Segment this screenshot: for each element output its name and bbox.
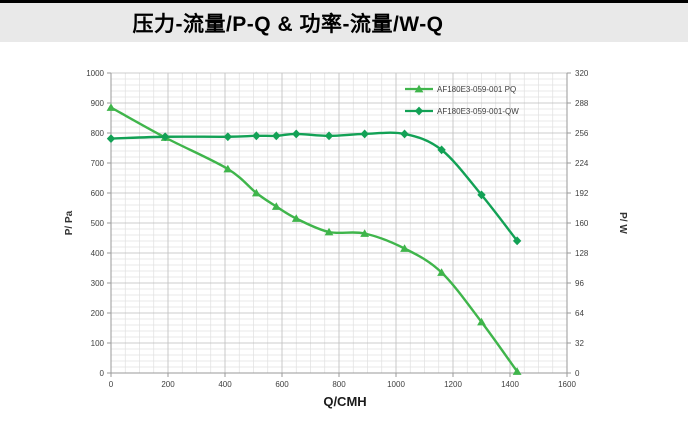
grid-major — [110, 72, 568, 374]
data-point-triangle-marker — [291, 214, 301, 222]
axes — [107, 72, 571, 377]
fan-performance-chart: 0 100 200 300 400 500 600 700 800 900 1000 0 32 64 96 1… — [60, 62, 650, 424]
qw-curve-series — [106, 129, 522, 246]
data-point-diamond-marker — [477, 190, 486, 200]
y-axis-left-tick-label: 700 — [91, 159, 105, 168]
data-point-diamond-marker — [324, 131, 334, 141]
series-line — [109, 131, 519, 243]
data-point-triangle-marker — [360, 229, 370, 237]
pq-curve-series — [106, 103, 522, 375]
data-point-diamond-marker — [160, 132, 170, 142]
y-axis-right-title: P/ W — [617, 212, 628, 234]
x-axis-tick-label: 600 — [275, 380, 289, 389]
legend: AF180E3-059-001 PQ AF180E3-059-001-QW — [405, 84, 519, 116]
y-axis-left-title: P/ Pa — [64, 210, 75, 235]
data-point-diamond-marker — [360, 129, 369, 139]
page-title: 压力-流量/P-Q & 功率-流量/W-Q — [132, 12, 444, 36]
x-axis-tick-label: 1600 — [558, 380, 576, 389]
y-axis-left-tick-label: 900 — [91, 99, 105, 108]
y-axis-right-tick-label: 192 — [575, 189, 589, 198]
data-point-diamond-marker — [272, 131, 281, 141]
data-point-triangle-marker — [512, 367, 522, 375]
data-point-diamond-marker — [512, 236, 522, 246]
y-axis-left-tick-label: 500 — [91, 219, 105, 228]
data-point-triangle-marker — [437, 268, 446, 276]
y-axis-right-tick-label: 288 — [575, 99, 589, 108]
y-axis-right-tick-label: 128 — [575, 249, 589, 258]
series-line — [109, 106, 519, 373]
data-point-triangle-marker — [400, 244, 409, 252]
data-point-triangle-marker — [223, 164, 233, 173]
data-point-triangle-marker — [106, 103, 116, 111]
x-axis-tick-label: 800 — [332, 380, 346, 389]
data-point-triangle-marker — [271, 202, 281, 210]
y-axis-left-tick-label: 200 — [91, 309, 105, 318]
y-axis-left-tick-label: 100 — [91, 339, 105, 348]
data-point-triangle-marker — [414, 84, 424, 93]
legend-label: AF180E3-059-001-QW — [437, 107, 519, 116]
y-axis-left-tick-label: 300 — [91, 279, 105, 288]
data-point-triangle-marker — [251, 188, 261, 197]
x-axis-tick-label: 1400 — [501, 380, 519, 389]
x-axis-tick-label: 200 — [161, 380, 175, 389]
data-point-diamond-marker — [414, 106, 424, 116]
y-axis-right-tick-label: 160 — [575, 219, 589, 228]
data-point-triangle-marker — [324, 227, 334, 236]
x-axis-tick-label: 1200 — [444, 380, 462, 389]
title-bar: 压力-流量/P-Q & 功率-流量/W-Q — [0, 0, 688, 42]
y-axis-right-tick-label: 64 — [575, 309, 584, 318]
data-point-diamond-marker — [252, 131, 261, 141]
data-point-diamond-marker — [223, 132, 233, 142]
data-point-diamond-marker — [106, 134, 116, 144]
x-axis-tick-label: 0 — [109, 380, 114, 389]
x-axis-tick-label: 400 — [218, 380, 232, 389]
y-axis-right-tick-label: 224 — [575, 159, 589, 168]
y-axis-left-tick-label: 400 — [91, 249, 105, 258]
y-axis-right-tick-label: 96 — [575, 279, 584, 288]
data-point-diamond-marker — [437, 145, 446, 155]
y-axis-right-tick-label: 256 — [575, 129, 589, 138]
y-axis-left-tick-label: 1000 — [86, 69, 104, 78]
chart-canvas: 0 100 200 300 400 500 600 700 800 900 1000 0 32 64 96 1… — [64, 69, 628, 409]
data-point-triangle-marker — [477, 317, 486, 326]
data-point-diamond-marker — [400, 129, 409, 139]
y-axis-left-tick-label: 0 — [100, 369, 105, 378]
y-axis-right-tick-label: 32 — [575, 339, 584, 348]
legend-entry-1: AF180E3-059-001-QW — [405, 106, 519, 116]
data-point-diamond-marker — [292, 129, 301, 139]
y-axis-right-tick-label: 0 — [575, 369, 580, 378]
legend-entry-0: AF180E3-059-001 PQ — [405, 84, 516, 94]
x-axis-title: Q/CMH — [323, 394, 366, 409]
legend-label: AF180E3-059-001 PQ — [437, 85, 516, 94]
y-axis-left-tick-label: 800 — [91, 129, 105, 138]
x-axis-tick-label: 1000 — [387, 380, 405, 389]
y-axis-right-tick-label: 320 — [575, 69, 589, 78]
y-axis-left-tick-label: 600 — [91, 189, 105, 198]
